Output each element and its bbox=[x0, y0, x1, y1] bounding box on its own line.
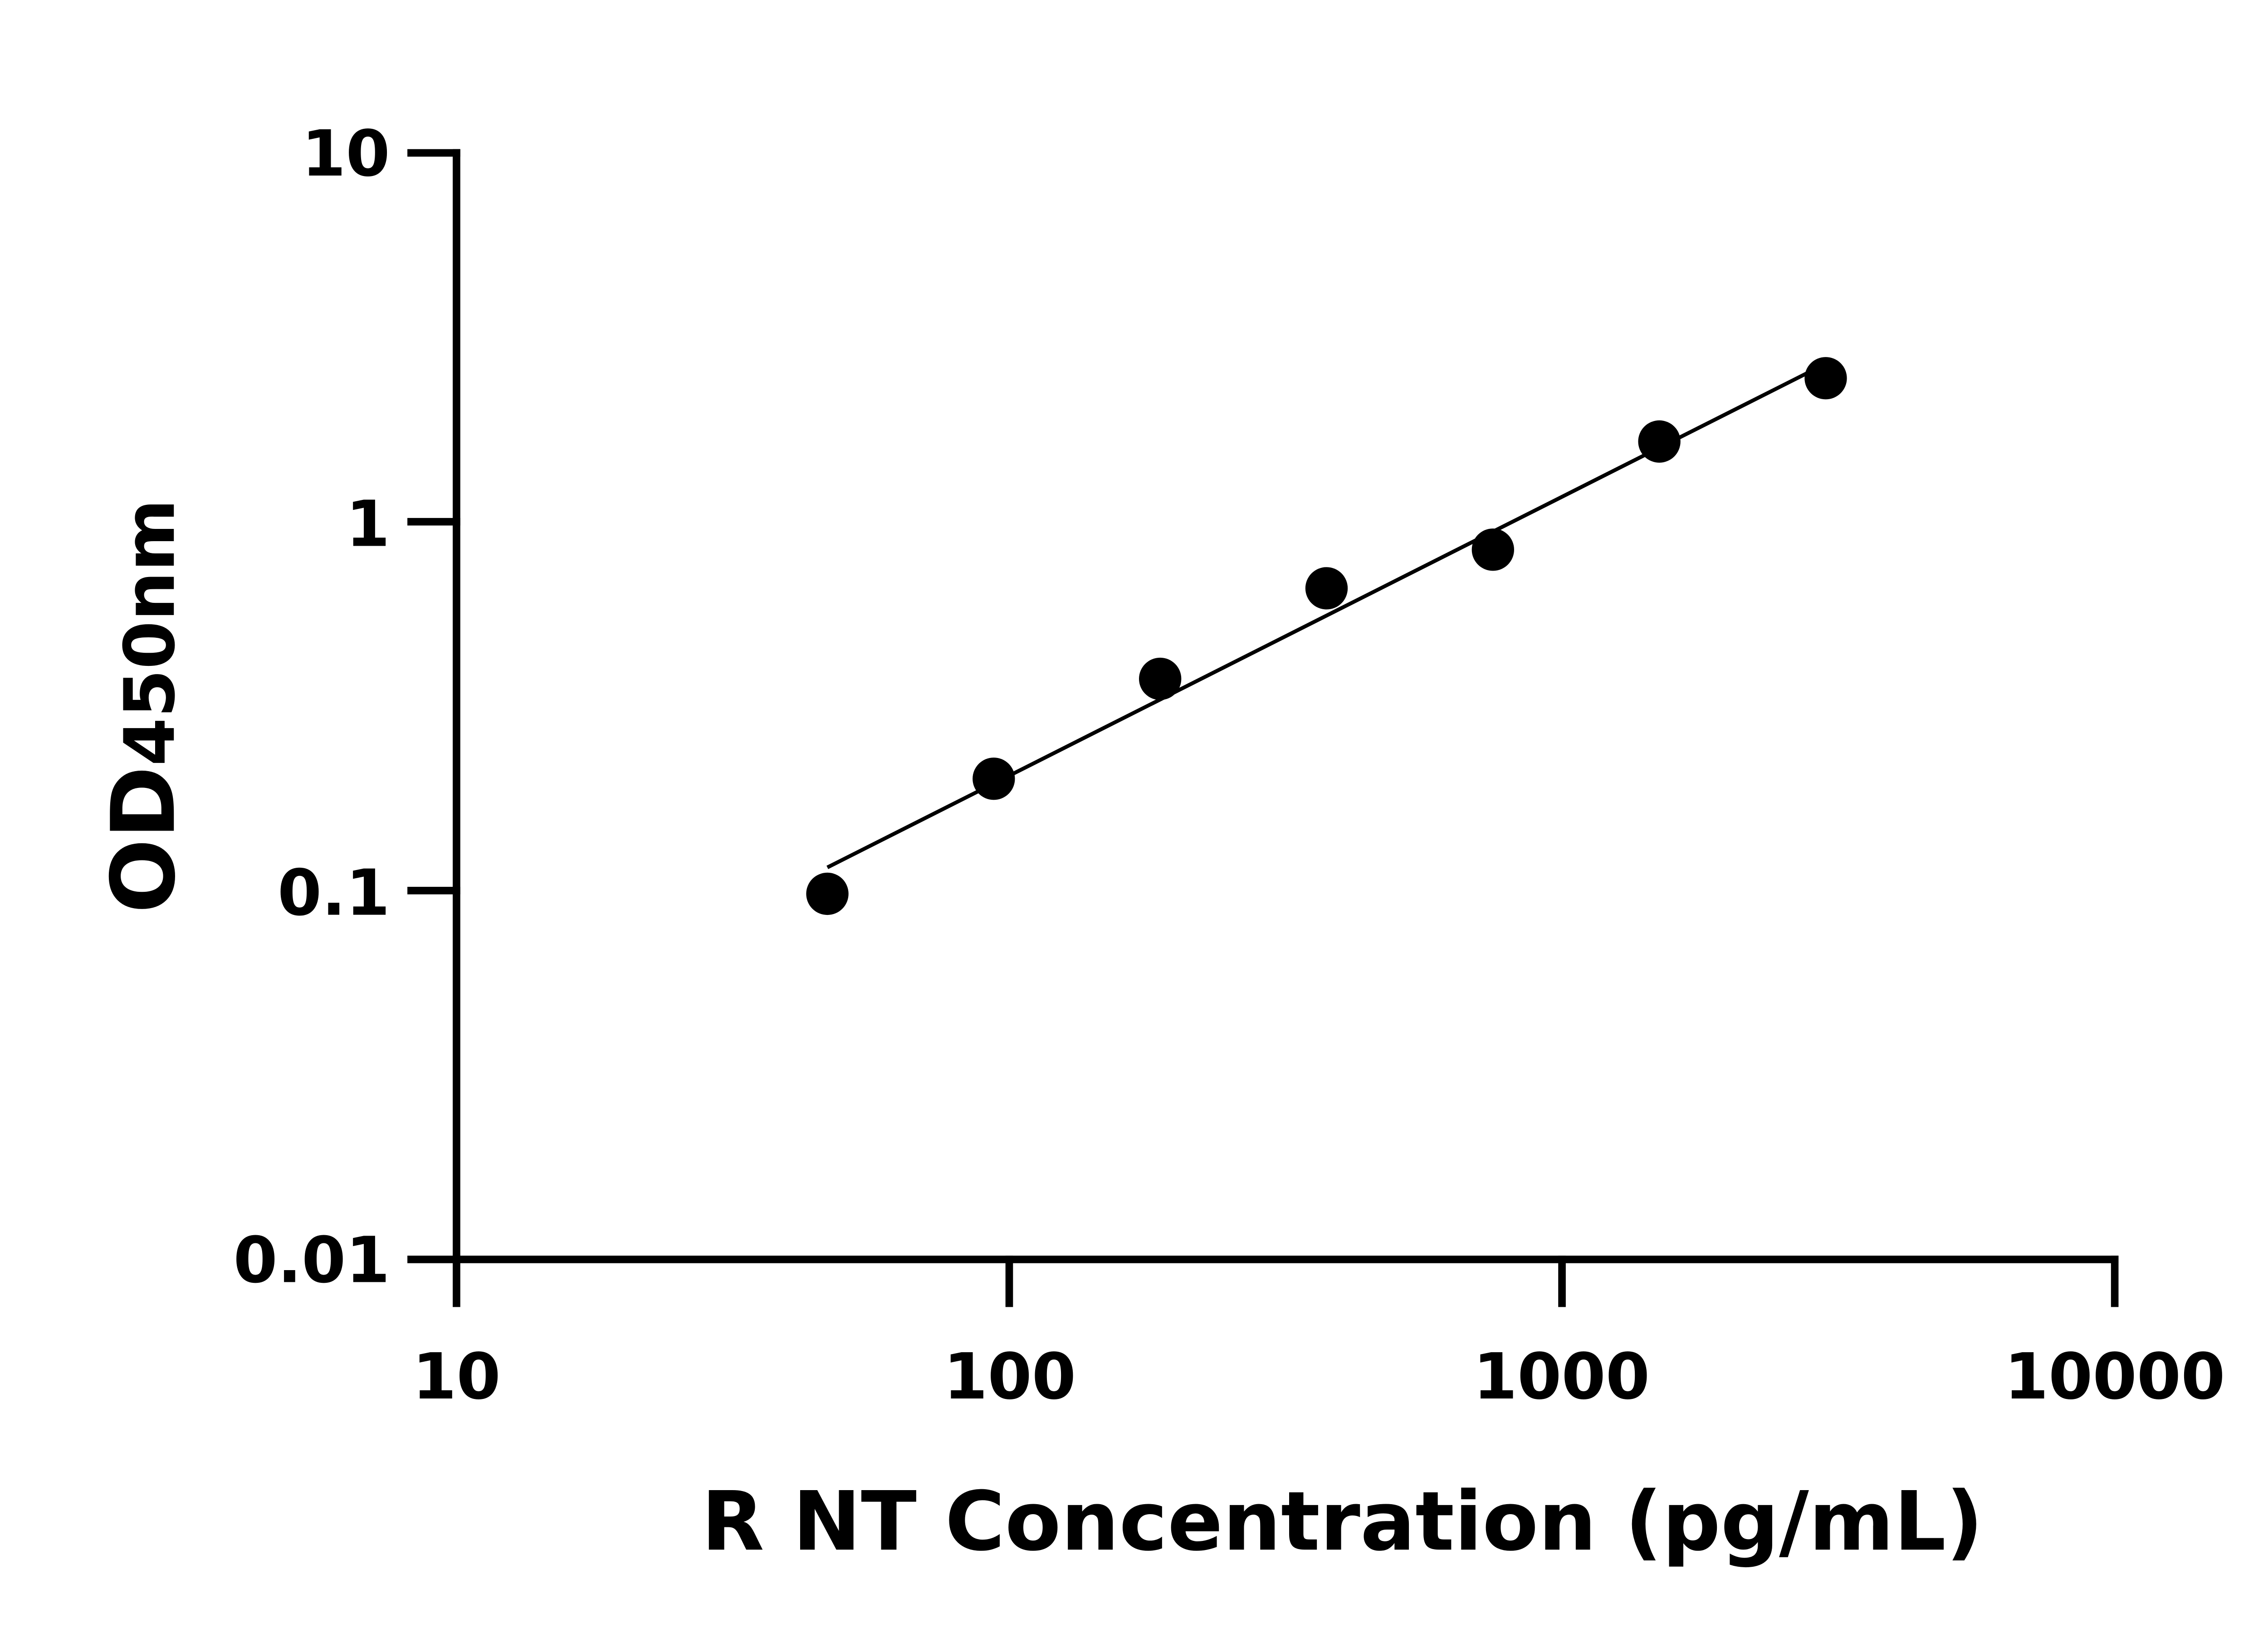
data-point-2 bbox=[1139, 657, 1182, 700]
y-axis-title: OD450nm bbox=[93, 499, 195, 914]
data-point-0 bbox=[806, 872, 849, 915]
x-tick-label-1000: 1000 bbox=[1473, 1340, 1650, 1414]
x-tick-label-10000: 10000 bbox=[2004, 1340, 2225, 1414]
x-tick-label-10: 10 bbox=[412, 1340, 501, 1414]
axes bbox=[407, 149, 2119, 1307]
y-tick-label-0.01: 0.01 bbox=[233, 1223, 390, 1297]
y-tick-label-1: 1 bbox=[346, 487, 390, 561]
y-axis-title-sub: 450nm bbox=[110, 499, 191, 766]
x-tick-label-100: 100 bbox=[943, 1340, 1076, 1414]
data-point-3 bbox=[1305, 567, 1348, 610]
x-axis-title: R NT Concentration (pg/mL) bbox=[701, 1474, 1983, 1569]
data-point-1 bbox=[973, 758, 1015, 800]
y-axis-title-main: OD bbox=[93, 766, 195, 914]
y-tick-label-10: 10 bbox=[302, 117, 390, 191]
data-points bbox=[806, 357, 1847, 915]
data-point-6 bbox=[1804, 357, 1847, 400]
data-point-5 bbox=[1638, 420, 1681, 463]
y-tick-label-0.1: 0.1 bbox=[278, 856, 390, 930]
data-point-4 bbox=[1471, 528, 1514, 571]
